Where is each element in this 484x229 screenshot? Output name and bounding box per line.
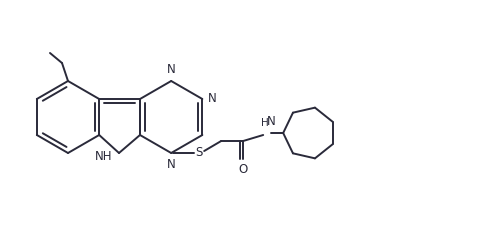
- Text: N: N: [208, 93, 217, 106]
- Text: S: S: [196, 147, 203, 160]
- Text: N: N: [167, 158, 176, 171]
- Text: O: O: [239, 163, 248, 176]
- Text: N: N: [267, 115, 275, 128]
- Text: H: H: [261, 118, 269, 128]
- Text: N: N: [167, 63, 176, 76]
- Text: NH: NH: [94, 150, 112, 163]
